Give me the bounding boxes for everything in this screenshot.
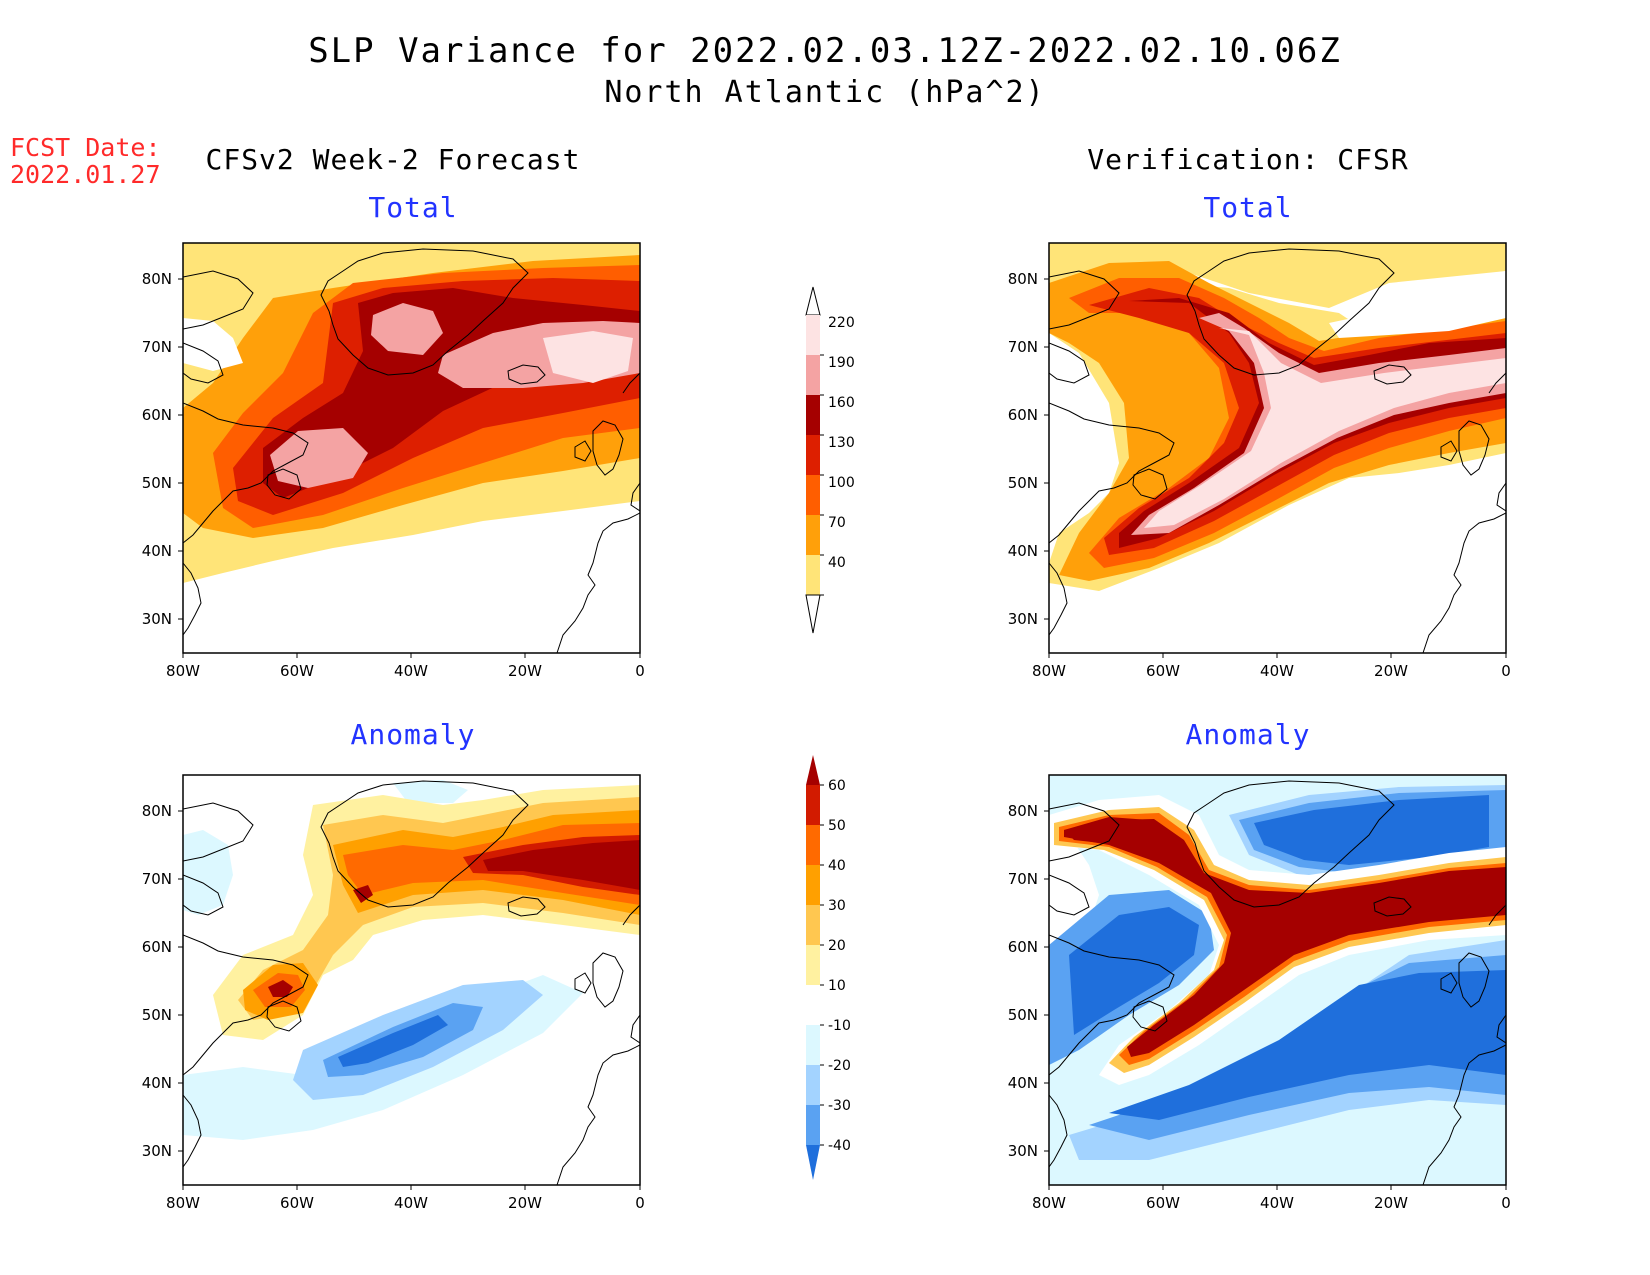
legend-anomaly-label: 50 [828,818,846,834]
legend-anomaly: 60 50 40 30 20 10 -10 -20 -30 -40 [806,755,851,1180]
legend-anomaly-swatch [806,905,820,945]
legend-anomaly-label: 10 [828,978,846,994]
lat-label-80n: 80N [1008,802,1038,820]
legend-anomaly-label: -40 [828,1138,851,1154]
fcst-date-label: FCST Date: [10,133,161,162]
legend-anomaly-swatch [806,1025,820,1065]
lon-label-80w: 80W [1032,662,1066,680]
lon-label-80w: 80W [166,662,200,680]
lon-label-40w: 40W [1260,1194,1294,1212]
verification-column-title: Verification: CFSR [1087,143,1409,176]
legend-anomaly-swatch [806,1065,820,1105]
legend-anomaly-swatch [806,865,820,905]
legend-total-label: 70 [828,515,846,531]
lat-label-70n: 70N [1008,338,1038,356]
figure-title: SLP Variance for 2022.02.03.12Z-2022.02.… [308,31,1342,71]
legend-anomaly-swatch [806,945,820,985]
ticks-tl [178,278,641,658]
lon-label-60w: 60W [280,662,314,680]
legend-anomaly-label: -20 [828,1058,851,1074]
lat-label-30n: 30N [1008,1142,1038,1160]
legend-anomaly-label: 20 [828,938,846,954]
lon-label-80w: 80W [166,1194,200,1212]
legend-anomaly-label: -30 [828,1098,851,1114]
lat-label-40n: 40N [142,542,172,560]
lat-label-70n: 70N [142,338,172,356]
legend-total-label: 130 [828,435,855,451]
lon-label-80w: 80W [1032,1194,1066,1212]
legend-anomaly-label: 40 [828,858,846,874]
fcst-date-value: 2022.01.27 [10,160,161,189]
lat-label-30n: 30N [1008,610,1038,628]
lat-label-80n: 80N [142,270,172,288]
verification-anomaly-title: Anomaly [1185,718,1311,751]
legend-anomaly-cap-top [806,755,820,785]
legend-anomaly-swatch [806,825,820,865]
legend-total-label: 220 [828,315,855,331]
lon-label-20w: 20W [508,1194,542,1212]
lat-label-30n: 30N [142,610,172,628]
lat-label-30n: 30N [142,1142,172,1160]
legend-anomaly-label: -10 [828,1018,851,1034]
legend-total-swatch [806,355,820,395]
lat-label-80n: 80N [1008,270,1038,288]
lat-label-70n: 70N [1008,870,1038,888]
legend-total-cap-bottom [805,594,821,634]
legend-total-label: 40 [828,555,846,571]
lon-label-0: 0 [1501,1194,1511,1212]
forecast-total-map: 80N 70N 60N 50N 40N 30N 80W 60W 40W 20W … [142,242,645,680]
legend-total-cap-top [805,286,821,316]
forecast-total-title: Total [368,191,458,224]
lat-label-50n: 50N [142,474,172,492]
forecast-anomaly-title: Anomaly [350,718,476,751]
lat-label-60n: 60N [1008,938,1038,956]
legend-total-label: 190 [828,355,855,371]
lat-label-50n: 50N [1008,1006,1038,1024]
verification-total-map: 80N 70N 60N 50N 40N 30N 80W 60W 40W 20W … [1008,242,1511,680]
legend-anomaly-swatch [806,1105,820,1145]
lat-label-40n: 40N [1008,542,1038,560]
lat-label-70n: 70N [142,870,172,888]
lat-label-40n: 40N [142,1074,172,1092]
lon-label-0: 0 [1501,662,1511,680]
verification-anomaly-map: 80N 70N 60N 50N 40N 30N 80W 60W 40W 20W … [1008,774,1511,1212]
lat-label-50n: 50N [1008,474,1038,492]
lon-label-40w: 40W [1260,662,1294,680]
legend-total: 220 190 160 130 100 70 40 [805,286,855,634]
legend-total-swatch [806,515,820,555]
legend-total-swatch [806,395,820,435]
legend-total-label: 160 [828,395,855,411]
lon-label-40w: 40W [394,1194,428,1212]
lat-label-60n: 60N [1008,406,1038,424]
legend-total-swatch [806,435,820,475]
lat-label-40n: 40N [1008,1074,1038,1092]
forecast-anomaly-map: 80N 70N 60N 50N 40N 30N 80W 60W 40W 20W … [142,774,645,1212]
legend-anomaly-label: 30 [828,898,846,914]
lat-label-60n: 60N [142,406,172,424]
lon-label-20w: 20W [508,662,542,680]
forecast-column-title: CFSv2 Week-2 Forecast [205,143,581,176]
lon-label-0: 0 [635,1194,645,1212]
lon-label-40w: 40W [394,662,428,680]
legend-total-label: 100 [828,475,855,491]
lat-label-60n: 60N [142,938,172,956]
legend-anomaly-label: 60 [828,778,846,794]
lon-label-60w: 60W [1146,662,1180,680]
lat-label-80n: 80N [142,802,172,820]
legend-total-swatch [806,475,820,515]
verification-total-title: Total [1203,191,1293,224]
figure-subtitle: North Atlantic (hPa^2) [604,75,1046,110]
lon-label-20w: 20W [1374,1194,1408,1212]
legend-total-swatch [806,555,820,595]
legend-anomaly-cap-bottom [806,1145,820,1180]
lon-label-0: 0 [635,662,645,680]
lat-label-50n: 50N [142,1006,172,1024]
legend-anomaly-swatch [806,785,820,825]
lon-label-60w: 60W [1146,1194,1180,1212]
lon-label-20w: 20W [1374,662,1408,680]
lon-label-60w: 60W [280,1194,314,1212]
legend-total-swatch [806,315,820,355]
legend-anomaly-swatch [806,985,820,1025]
